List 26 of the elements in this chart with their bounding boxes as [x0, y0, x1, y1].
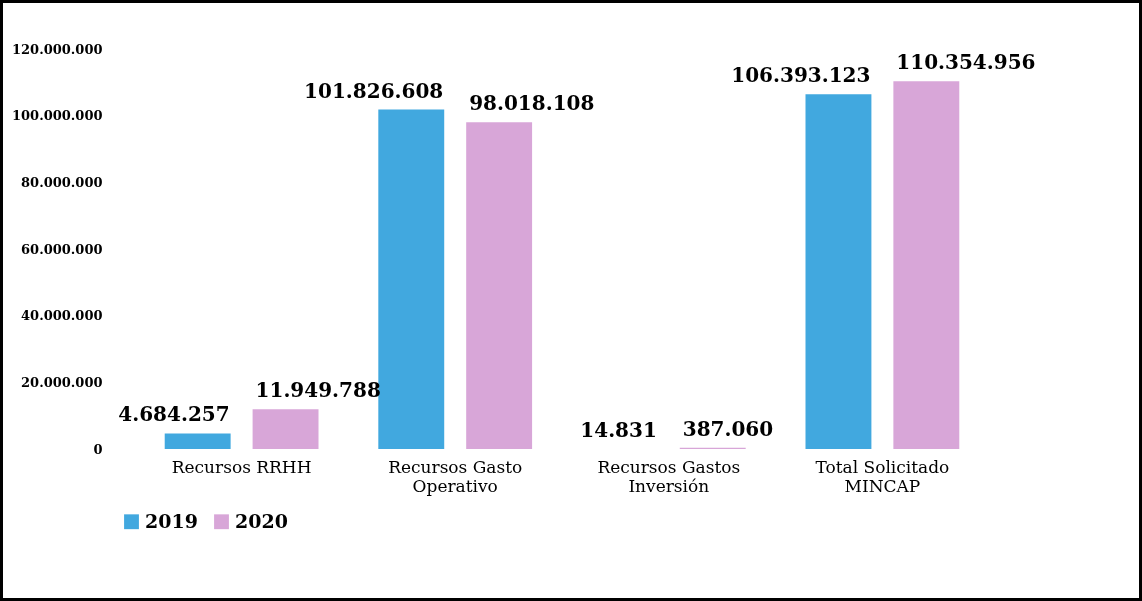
legend-label: 2019 — [145, 509, 198, 532]
x-tick-label: Recursos Gasto Operativo — [388, 456, 523, 496]
bar — [164, 433, 231, 449]
data-label: 387.060 — [682, 416, 774, 441]
bar — [466, 122, 533, 449]
y-tick-label: 0 — [93, 441, 103, 457]
data-label: 98.018.108 — [469, 91, 595, 116]
x-tick-label: Total Solicitado MINCAP — [815, 456, 950, 496]
y-tick-label: 120.000.000 — [12, 41, 103, 57]
bar — [378, 109, 445, 449]
legend-label: 2020 — [235, 509, 288, 532]
bar — [252, 409, 319, 449]
data-label: 4.684.257 — [118, 402, 230, 427]
y-tick-label: 40.000.000 — [21, 308, 103, 324]
x-tick-label: Recursos RRHH — [171, 456, 312, 477]
y-tick-label: 100.000.000 — [12, 108, 103, 124]
data-label: 14.831 — [580, 417, 657, 442]
bar — [805, 94, 872, 449]
bar — [893, 81, 960, 449]
y-tick-label: 60.000.000 — [21, 241, 103, 257]
data-label: 110.354.956 — [896, 50, 1036, 75]
data-label: 101.826.608 — [304, 78, 444, 103]
y-tick-label: 80.000.000 — [21, 174, 103, 190]
data-label: 106.393.123 — [731, 63, 871, 88]
y-tick-label: 20.000.000 — [21, 374, 103, 390]
x-tick-label: Recursos Gastos Inversión — [597, 456, 741, 496]
